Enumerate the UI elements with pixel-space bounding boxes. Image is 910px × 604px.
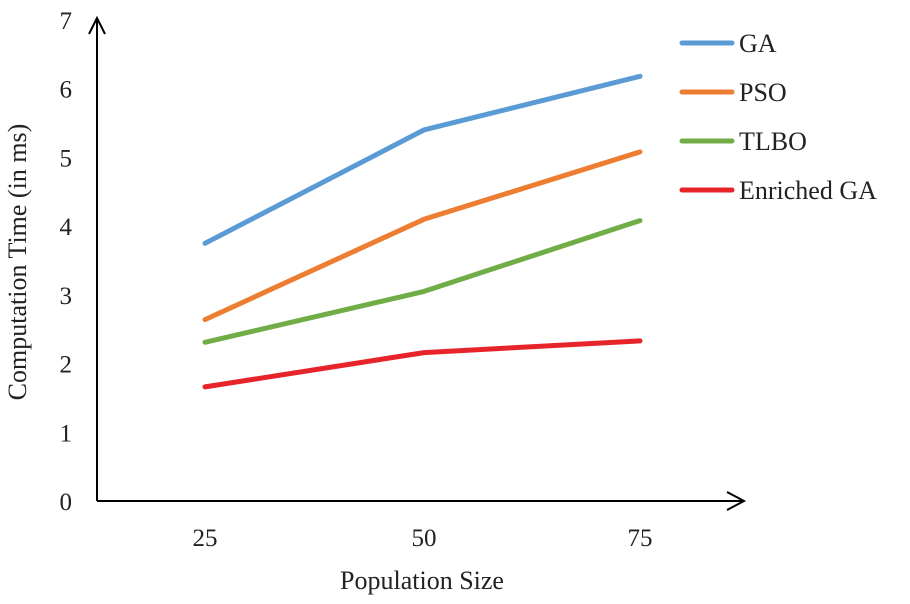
y-tick-labels: 0 1 2 3 4 5 6 7: [60, 8, 73, 516]
legend-label-tlbo: TLBO: [739, 127, 807, 156]
y-tick-label: 3: [60, 283, 73, 310]
y-tick-label: 0: [60, 489, 73, 516]
x-tick-label: 50: [412, 525, 437, 552]
legend-label-pso: PSO: [739, 78, 787, 107]
series-line-enriched-ga: [202, 338, 643, 390]
series-line-ga: [202, 73, 643, 246]
y-axis-arrow-icon: [88, 15, 106, 35]
series-line-tlbo: [202, 218, 643, 345]
y-tick-label: 2: [60, 352, 73, 379]
legend: GA PSO TLBO Enriched GA: [679, 29, 877, 205]
x-tick-labels: 25 50 75: [193, 525, 653, 552]
x-tick-label: 25: [193, 525, 218, 552]
y-tick-label: 6: [60, 77, 73, 104]
series-line-pso: [202, 149, 643, 323]
y-tick-label: 1: [60, 420, 73, 447]
y-axis-label: Computation Time (in ms): [3, 124, 32, 401]
legend-label-ga: GA: [739, 29, 777, 58]
x-axis-arrow-icon: [726, 491, 747, 511]
y-tick-label: 4: [60, 214, 73, 241]
x-axis-label: Population Size: [340, 566, 504, 595]
y-tick-label: 5: [60, 145, 73, 172]
x-tick-label: 75: [628, 525, 653, 552]
y-tick-label: 7: [60, 8, 73, 35]
legend-label-enriched-ga: Enriched GA: [739, 176, 877, 205]
series-lines: [202, 73, 643, 390]
